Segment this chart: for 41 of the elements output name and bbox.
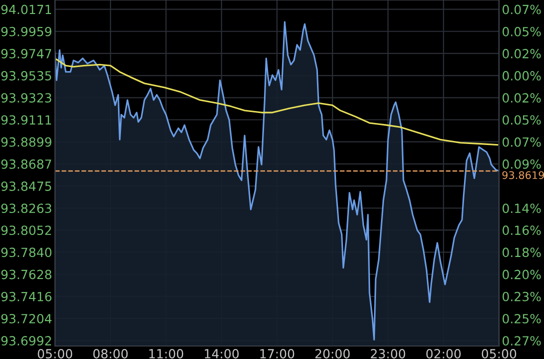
y2-tick-label: 0.25% (502, 314, 541, 324)
x-tick-label: 05:00 (482, 349, 516, 358)
y-tick-label: 93.9747 (1, 48, 52, 58)
y-tick-label: 93.7416 (1, 292, 52, 302)
x-tick-label: 08:00 (93, 349, 128, 358)
y-tick-label: 93.6992 (1, 336, 51, 346)
y2-tick-label: 0.18% (502, 248, 541, 258)
y2-tick-label: 0.05% (502, 115, 541, 125)
y2-tick-label: 0.07% (502, 137, 541, 147)
y-tick-label: 93.8052 (1, 226, 51, 236)
y-tick-label: 93.9111 (1, 115, 52, 125)
y2-tick-label: 0.02% (502, 48, 541, 58)
x-tick-label: 23:00 (370, 349, 406, 358)
y-tick-label: 93.7628 (1, 270, 52, 280)
y-tick-label: 94.0171 (1, 4, 52, 14)
y2-tick-label: 0.09% (502, 159, 541, 169)
y-tick-label: 93.9535 (1, 71, 52, 80)
y-tick-label: 93.7204 (1, 314, 52, 324)
y2-tick-label: 0.00% (502, 71, 541, 81)
y-tick-label: 93.9323 (1, 93, 52, 103)
y2-tick-label: 0.23% (502, 292, 541, 302)
y-tick-label: 93.8687 (1, 159, 52, 169)
y2-tick-label: 0.20% (502, 270, 541, 280)
y-tick-label: 93.7840 (1, 248, 52, 258)
ref-line-label: 93.8619 (502, 171, 544, 180)
y-tick-label: 93.8475 (1, 182, 52, 191)
x-tick-label: 11:00 (149, 349, 184, 358)
y2-tick-label: 0.27% (502, 336, 541, 346)
y2-tick-label: 0.05% (502, 26, 541, 36)
y-tick-label: 93.8263 (1, 204, 52, 214)
x-tick-label: 17:00 (260, 349, 294, 358)
y2-tick-label: 0.02% (502, 93, 541, 103)
x-tick-label: 20:00 (315, 349, 350, 358)
y-tick-label: 93.8899 (1, 137, 52, 147)
x-tick-label: 05:00 (38, 349, 72, 358)
y2-tick-label: 0.16% (502, 226, 541, 236)
x-tick-label: 02:00 (426, 349, 461, 358)
y-tick-label: 93.9959 (1, 26, 52, 36)
y2-tick-label: 0.14% (502, 204, 541, 214)
y2-tick-label: 0.07% (502, 4, 541, 14)
x-tick-label: 14:00 (204, 349, 239, 358)
